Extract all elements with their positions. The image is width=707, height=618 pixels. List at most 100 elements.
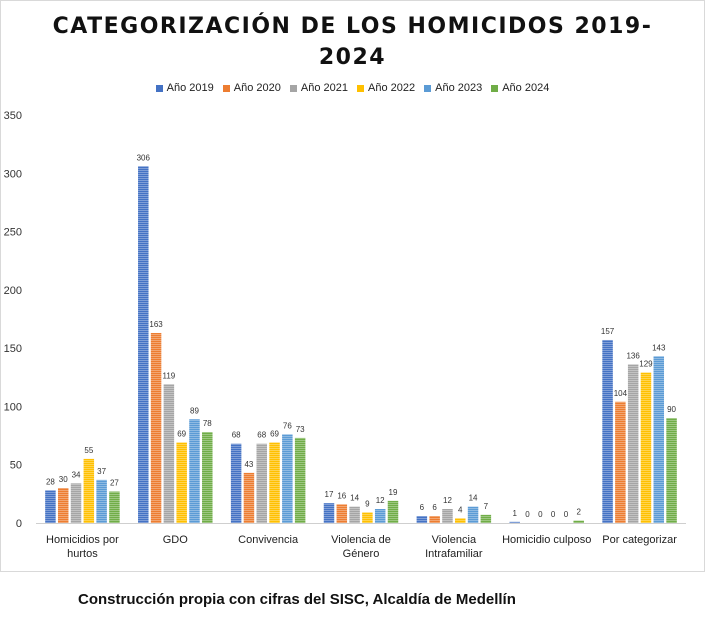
- legend-label-5: Año 2024: [502, 82, 550, 94]
- legend-swatch-4: [424, 84, 432, 92]
- data-label-0-0: 28: [46, 477, 55, 486]
- bar-1-3: [176, 442, 187, 523]
- data-label-3-0: 17: [325, 490, 334, 499]
- y-tick-label-0: 0: [16, 518, 22, 530]
- legend-item-1: Año 2020: [222, 82, 281, 94]
- bar-2-2: [256, 443, 267, 523]
- data-label-0-2: 34: [72, 470, 81, 479]
- data-label-0-3: 55: [84, 446, 93, 455]
- data-label-1-0: 306: [137, 153, 151, 162]
- bar-2-4: [282, 434, 293, 523]
- legend-label-0: Año 2019: [166, 82, 214, 94]
- data-label-0-1: 30: [59, 475, 68, 484]
- bar-2-5: [294, 437, 306, 523]
- data-label-0-5: 27: [110, 479, 119, 488]
- bar-2-0: [230, 443, 242, 523]
- legend-swatch-0: [155, 84, 163, 92]
- legend: Año 2019 Año 2020 Año 2021 Año 2022 Año 2023…: [1, 82, 704, 94]
- category-label-6: Por categorizar: [602, 534, 677, 546]
- data-label-4-2: 12: [443, 496, 452, 505]
- data-label-0-4: 37: [97, 467, 106, 476]
- data-label-6-5: 90: [667, 405, 676, 414]
- data-label-2-1: 43: [244, 460, 253, 469]
- legend-swatch-1: [222, 84, 230, 92]
- bar-0-3: [83, 458, 95, 523]
- legend-label-3: Año 2022: [368, 82, 416, 94]
- data-label-3-4: 12: [376, 496, 385, 505]
- data-label-3-5: 19: [389, 488, 398, 497]
- data-label-4-1: 6: [432, 503, 437, 512]
- category-label-0: Homicidios por hurtos: [46, 534, 119, 560]
- data-label-5-3: 0: [551, 510, 556, 519]
- legend-item-3: Año 2022: [357, 82, 415, 94]
- bar-6-0: [602, 339, 613, 523]
- legend-item-0: Año 2019: [155, 82, 214, 94]
- bar-3-0: [323, 503, 335, 523]
- legend-swatch-3: [357, 84, 364, 92]
- category-label-5: Homicidio culposo: [502, 534, 591, 546]
- bar-4-2: [442, 509, 453, 523]
- bar-2-3: [269, 442, 280, 523]
- data-label-4-5: 7: [484, 502, 489, 511]
- bar-3-2: [349, 506, 360, 523]
- data-label-6-3: 129: [639, 360, 653, 369]
- bar-3-4: [374, 509, 386, 523]
- bar-2-1: [243, 472, 255, 523]
- data-label-1-1: 163: [149, 320, 163, 329]
- data-label-6-0: 157: [601, 327, 615, 336]
- y-tick-label-4: 200: [4, 285, 22, 297]
- data-label-6-1: 104: [614, 389, 628, 398]
- data-label-4-4: 14: [469, 494, 478, 503]
- bar-1-5: [202, 432, 213, 523]
- bar-0-1: [57, 488, 69, 523]
- data-label-2-5: 73: [296, 425, 305, 434]
- data-label-5-2: 0: [538, 510, 543, 519]
- data-label-1-4: 89: [190, 406, 199, 415]
- bar-0-0: [45, 490, 56, 523]
- legend-label-2: Año 2021: [300, 82, 348, 94]
- data-label-5-0: 1: [512, 509, 517, 518]
- bar-3-5: [387, 500, 399, 523]
- legend-item-4: Año 2023: [424, 82, 482, 94]
- data-label-2-3: 69: [270, 430, 279, 439]
- bar-0-5: [109, 491, 120, 523]
- data-label-5-5: 2: [576, 508, 581, 517]
- bar-3-1: [336, 504, 348, 523]
- bar-6-4: [653, 356, 665, 523]
- data-label-6-4: 143: [652, 343, 666, 352]
- data-label-4-0: 6: [420, 503, 425, 512]
- data-label-5-1: 0: [525, 510, 530, 519]
- bar-6-2: [627, 364, 639, 523]
- data-label-1-3: 69: [177, 430, 186, 439]
- data-label-1-5: 78: [203, 419, 212, 428]
- bar-5-5: [573, 520, 584, 523]
- chart-title-line-2: 2024: [318, 45, 387, 70]
- legend-label-4: Año 2023: [435, 82, 483, 94]
- bar-0-4: [96, 479, 107, 523]
- bar-6-5: [666, 418, 677, 523]
- category-label-3: Violencia de Género: [331, 534, 391, 560]
- chart-frame: CATEGORIZACIÓN DE LOS HOMICIDOS 2019- 20…: [0, 0, 705, 572]
- legend-swatch-5: [491, 84, 499, 92]
- bar-3-3: [362, 512, 373, 523]
- data-label-2-4: 76: [283, 421, 292, 430]
- data-label-5-4: 0: [564, 510, 569, 519]
- legend-item-2: Año 2021: [289, 82, 348, 94]
- bar-1-4: [189, 419, 200, 523]
- bar-6-1: [615, 401, 626, 523]
- data-label-3-3: 9: [365, 500, 370, 509]
- y-tick-label-5: 250: [4, 227, 22, 239]
- category-label-2: Convivencia: [238, 534, 299, 546]
- legend-swatch-2: [289, 84, 297, 92]
- data-label-3-1: 16: [337, 491, 346, 500]
- bar-4-0: [416, 516, 428, 523]
- legend-label-1: Año 2020: [233, 82, 281, 94]
- data-label-6-2: 136: [626, 351, 640, 360]
- chart-title-line-1: CATEGORIZACIÓN DE LOS HOMICIDOS 2019-: [52, 14, 653, 39]
- y-tick-label-2: 100: [4, 401, 22, 413]
- data-label-2-2: 68: [257, 431, 266, 440]
- y-tick-label-6: 300: [4, 168, 22, 180]
- data-label-1-2: 119: [163, 371, 176, 380]
- bar-1-0: [138, 166, 149, 523]
- bar-6-3: [640, 372, 652, 523]
